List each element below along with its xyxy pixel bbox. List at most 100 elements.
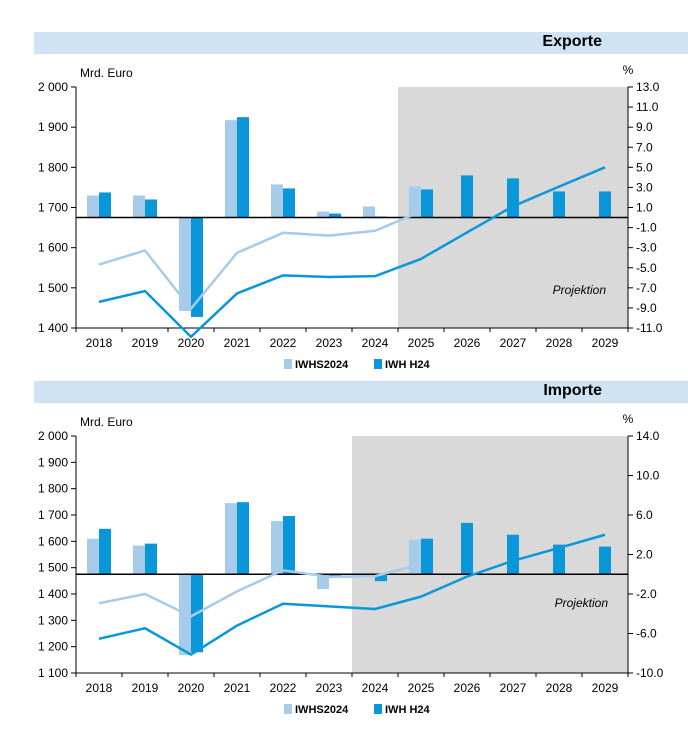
legend-label-iwh-h24: IWH H24 <box>385 359 431 371</box>
bar-iwhs2024 <box>317 211 329 218</box>
legend-swatch-iwhs2024 <box>284 359 292 369</box>
bar-iwh-h24 <box>191 217 203 317</box>
bar-iwhs2024 <box>363 206 375 218</box>
x-tick-label: 2018 <box>86 336 113 350</box>
bar-iwh-h24 <box>99 528 111 575</box>
x-tick-label: 2024 <box>362 681 389 695</box>
left-tick-label: 1 500 <box>38 281 68 295</box>
projection-label: Projektion <box>553 283 607 297</box>
x-tick-label: 2028 <box>546 681 573 695</box>
bar-iwh-h24 <box>283 188 295 218</box>
bar-iwh-h24 <box>461 522 473 575</box>
projection-area <box>352 436 628 673</box>
x-tick-label: 2025 <box>408 681 435 695</box>
right-tick-label: -7.0 <box>636 281 657 295</box>
imports-title: Importe <box>543 382 602 399</box>
x-tick-label: 2019 <box>132 336 159 350</box>
bar-iwhs2024 <box>225 503 237 575</box>
bar-iwh-h24 <box>421 538 433 575</box>
bar-iwh-h24 <box>461 175 473 218</box>
x-tick-label: 2021 <box>224 681 251 695</box>
left-tick-label: 2 000 <box>38 429 68 443</box>
legend-swatch-iwh-h24 <box>374 359 382 369</box>
imports-title-bar: Importe <box>34 381 688 403</box>
left-tick-label: 1 800 <box>38 482 68 496</box>
bar-iwhs2024 <box>317 574 329 590</box>
bar-iwhs2024 <box>409 539 421 575</box>
bar-iwh-h24 <box>553 544 565 575</box>
imports-chart: 2 000 1 900 1 800 1 700 1 600 1 500 1 400 1 300… <box>38 412 664 716</box>
x-tick-label: 2023 <box>316 681 343 695</box>
x-tick-label: 2026 <box>454 336 481 350</box>
legend-swatch-iwh-h24 <box>374 704 382 714</box>
bar-iwhs2024 <box>271 184 283 218</box>
bar-iwh-h24 <box>237 117 249 218</box>
bar-iwh-h24 <box>599 546 611 575</box>
left-tick-label: 1 700 <box>38 508 68 522</box>
right-tick-label: 13.0 <box>636 80 660 94</box>
bar-iwh-h24 <box>145 543 157 575</box>
right-tick-label: 9.0 <box>636 120 653 134</box>
bar-iwh-h24 <box>329 213 341 218</box>
right-tick-label: 5.0 <box>636 160 653 174</box>
left-axis-title: Mrd. Euro <box>80 415 133 429</box>
right-tick-label: -3.0 <box>636 241 657 255</box>
exports-chart: 2 000 1 900 1 800 1 700 1 600 1 500 1 400 13.0 1… <box>38 63 663 371</box>
right-tick-label: 1.0 <box>636 201 653 215</box>
left-tick-label: 2 000 <box>38 80 68 94</box>
left-tick-label: 1 700 <box>38 201 68 215</box>
right-tick-label: 11.0 <box>636 100 659 114</box>
bar-iwh-h24 <box>507 534 519 575</box>
right-tick-label: -6.0 <box>636 627 657 641</box>
x-tick-label: 2026 <box>454 681 481 695</box>
left-tick-label: 1 200 <box>38 640 68 654</box>
x-tick-label: 2022 <box>270 336 297 350</box>
x-tick-label: 2029 <box>592 681 619 695</box>
x-tick-label: 2019 <box>132 681 159 695</box>
x-tick-label: 2020 <box>178 681 205 695</box>
x-tick-label: 2021 <box>224 336 251 350</box>
left-tick-label: 1 500 <box>38 561 68 575</box>
bar-iwh-h24 <box>553 191 565 218</box>
bar-iwh-h24 <box>507 178 519 218</box>
x-tick-label: 2029 <box>592 336 619 350</box>
bar-iwh-h24 <box>375 574 387 582</box>
right-tick-label: -5.0 <box>636 261 657 275</box>
left-tick-label: 1 400 <box>38 587 68 601</box>
right-tick-label: 3.0 <box>636 180 653 194</box>
x-tick-label: 2027 <box>500 681 527 695</box>
line-iwh-h24 <box>98 533 606 656</box>
line-iwh-h24 <box>98 166 606 339</box>
right-axis-title: % <box>623 412 634 426</box>
left-tick-label: 1 400 <box>38 321 68 335</box>
right-tick-label: 7.0 <box>636 140 653 154</box>
bar-iwhs2024 <box>87 195 99 218</box>
right-tick-label: 14.0 <box>636 429 660 443</box>
line-iwhs2024 <box>98 563 422 618</box>
imports-panel: Importe 2 000 1 900 1 800 1 700 1 600 1 500 1 … <box>0 375 688 748</box>
right-tick-label: 6.0 <box>636 508 653 522</box>
right-tick-label: -9.0 <box>636 301 657 315</box>
right-tick-label: 2.0 <box>636 548 653 562</box>
right-axis-title: % <box>623 63 634 77</box>
exports-panel: Exporte 2 000 1 900 1 800 1 700 1 600 1 500 1 … <box>34 32 688 371</box>
bar-iwhs2024 <box>409 186 421 218</box>
x-tick-label: 2024 <box>362 336 389 350</box>
bar-iwh-h24 <box>283 515 295 575</box>
left-tick-label: 1 900 <box>38 455 68 469</box>
right-tick-label: 10.0 <box>636 469 660 483</box>
x-tick-label: 2020 <box>178 336 205 350</box>
legend-label-iwhs2024: IWHS2024 <box>295 704 349 716</box>
left-tick-label: 1 600 <box>38 241 68 255</box>
exports-title-bar: Exporte <box>34 32 688 54</box>
legend-label-iwh-h24: IWH H24 <box>385 704 431 716</box>
bar-iwh-h24 <box>145 199 157 218</box>
x-tick-label: 2022 <box>270 681 297 695</box>
right-tick-label: -10.0 <box>636 666 664 680</box>
left-tick-label: 1 100 <box>38 666 68 680</box>
x-tick-label: 2018 <box>86 681 113 695</box>
exports-title: Exporte <box>542 33 602 50</box>
bar-iwhs2024 <box>87 538 99 575</box>
x-tick-label: 2028 <box>546 336 573 350</box>
bar-iwh-h24 <box>99 192 111 218</box>
